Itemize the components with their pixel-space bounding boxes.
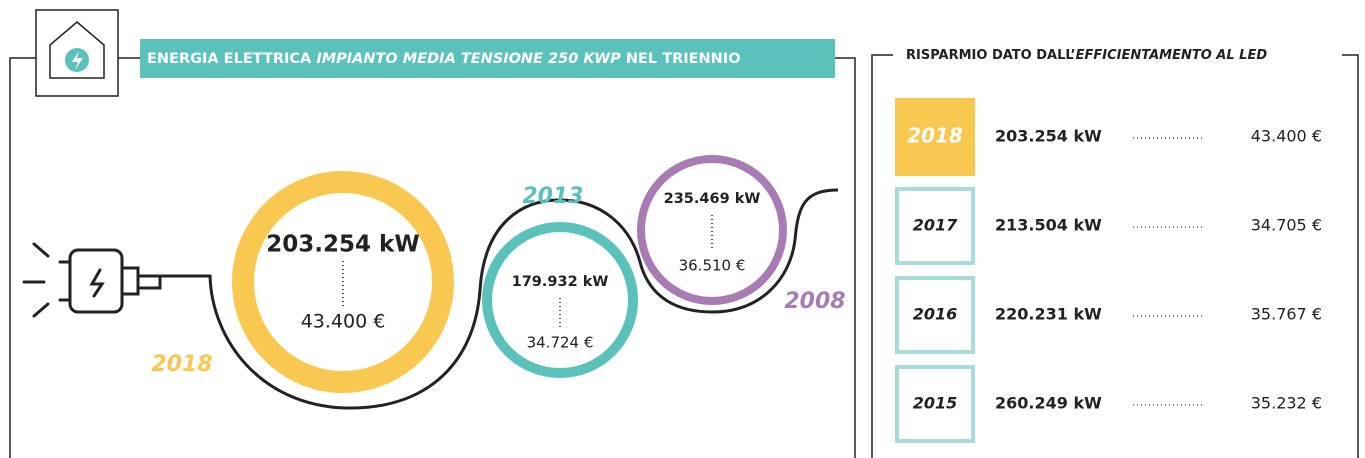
ring [482, 222, 638, 378]
year: 2018 [151, 352, 212, 377]
bulb-icon [65, 48, 89, 72]
title-part: IMPIANTO MEDIA TENSIONE 250 KWP [316, 51, 621, 67]
ring [637, 155, 787, 305]
year: 2017 [913, 216, 958, 235]
energy: 203.254 kW [266, 232, 419, 258]
energy: 213.504 kW [995, 216, 1102, 235]
cost: 34.705 € [1251, 216, 1322, 235]
year: 2018 [907, 124, 963, 148]
energy: 235.469 kW [664, 191, 761, 207]
year-box [895, 276, 975, 354]
cost: 36.510 € [679, 257, 746, 275]
frames [9, 9, 1359, 458]
panel-title-part: RISPARMIO DATO DALL’ [906, 48, 1076, 63]
title-box [140, 39, 835, 78]
year: 2008 [784, 289, 845, 314]
cost: 43.400 € [301, 311, 386, 333]
cable [160, 188, 839, 410]
title-part: ENERGIA ELETTRICA [147, 51, 316, 67]
year-box [895, 98, 975, 176]
energy: 179.932 kW [512, 274, 609, 290]
cost: 35.767 € [1251, 305, 1322, 324]
cost: 34.724 € [527, 334, 594, 352]
year: 2013 [522, 184, 583, 209]
year-box [895, 365, 975, 443]
title-part: NEL TRIENNIO [621, 51, 741, 67]
plug [22, 242, 162, 318]
year-box [895, 187, 975, 265]
energy: 203.254 kW [995, 127, 1102, 146]
year: 2016 [913, 305, 958, 324]
title: ENERGIA ELETTRICA IMPIANTO MEDIA TENSION… [147, 51, 741, 67]
cost: 43.400 € [1251, 127, 1322, 146]
cost: 35.232 € [1251, 394, 1322, 413]
panel-title-part: EFFICIENTAMENTO AL LED [1076, 48, 1268, 63]
energy: 220.231 kW [995, 305, 1102, 324]
year: 2015 [913, 394, 958, 413]
energy: 260.249 kW [995, 394, 1102, 413]
panel-title: RISPARMIO DATO DALL’EFFICIENTAMENTO AL L… [906, 48, 1267, 63]
